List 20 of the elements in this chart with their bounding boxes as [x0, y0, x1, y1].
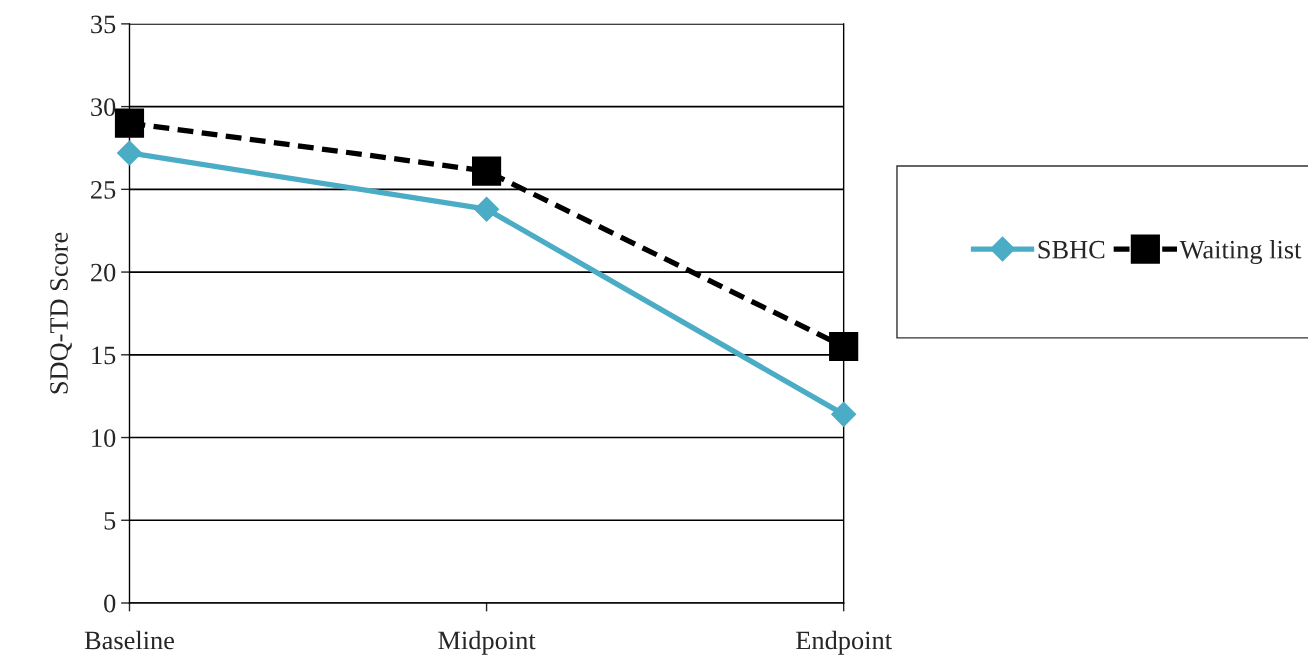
x-tick-label: Midpoint: [438, 630, 536, 655]
y-tick-label: 25: [91, 181, 116, 199]
point: [829, 331, 859, 362]
y-tick-label: 30: [91, 98, 116, 117]
y-tick-label: 5: [104, 512, 116, 530]
point: [117, 140, 142, 166]
y-tick-label: 20: [91, 263, 116, 282]
legend-label: Waiting list: [1179, 240, 1302, 265]
point: [831, 401, 857, 427]
point: [114, 108, 145, 138]
point: [474, 196, 500, 222]
y-tick-label: 0: [104, 594, 116, 613]
y-tick-label: 10: [92, 429, 116, 447]
point: [471, 156, 502, 186]
y-tick-label: 35: [91, 15, 116, 34]
x-tick-label: Baseline: [84, 630, 175, 650]
x-tick-label: Endpoint: [796, 630, 892, 655]
y-tick-label: 15: [92, 346, 116, 365]
y-axis-title: SDQ-TD Score: [50, 232, 72, 394]
legend-label: SBHC: [1038, 240, 1105, 259]
